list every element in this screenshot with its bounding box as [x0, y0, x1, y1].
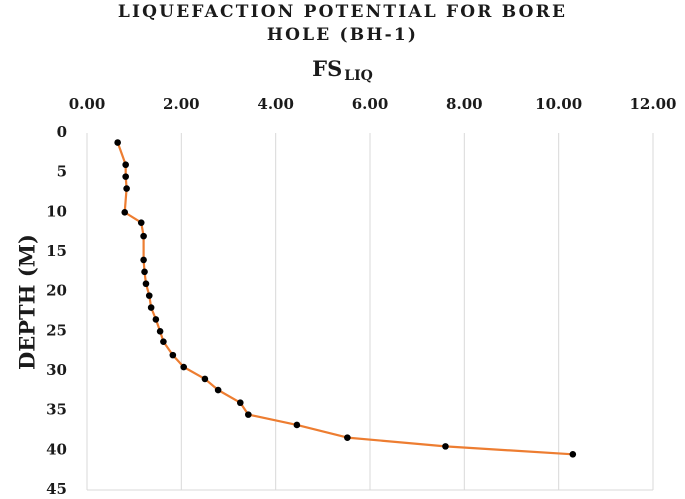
data-point — [344, 434, 351, 441]
data-point — [145, 292, 153, 299]
y-axis-label: DEPTH (M) — [15, 234, 40, 370]
data-point — [569, 451, 577, 458]
data-point — [236, 399, 244, 407]
series-line — [116, 142, 573, 456]
y-tick-label: 5 — [57, 163, 67, 181]
y-tick-label: 10 — [46, 202, 67, 220]
vertical-gridlines — [180, 133, 654, 490]
data-point — [156, 328, 164, 335]
x-axis-label: FS LIQ — [0, 56, 685, 84]
data-point — [123, 185, 130, 192]
data-point — [245, 411, 252, 418]
x-axis-label-subscript: LIQ — [344, 68, 373, 84]
data-point — [147, 304, 155, 311]
x-tick-label: 0.00 — [69, 95, 106, 113]
x-tick-label: 10.00 — [535, 95, 582, 113]
data-series — [114, 139, 577, 458]
data-point — [121, 209, 129, 216]
x-tick-label: 4.00 — [257, 95, 294, 113]
y-tick-label: 20 — [46, 282, 67, 300]
data-point — [137, 219, 145, 226]
data-point — [140, 256, 147, 264]
data-point — [160, 338, 167, 345]
y-tick-label: 25 — [46, 321, 67, 339]
data-point — [214, 386, 222, 394]
data-point — [114, 139, 121, 146]
data-point — [141, 268, 148, 276]
x-tick-label: 12.00 — [630, 95, 677, 113]
data-point — [122, 173, 129, 180]
data-point — [442, 443, 449, 450]
x-tick-label: 2.00 — [163, 95, 200, 113]
chart-title-line-1: LIQUEFACTION POTENTIAL FOR BORE — [117, 2, 568, 22]
x-tick-labels: 0.00 2.00 4.00 6.00 8.00 10.00 12.00 — [69, 95, 677, 113]
y-tick-label: 15 — [46, 242, 67, 260]
y-tick-label: 45 — [46, 480, 67, 498]
data-point — [180, 363, 187, 371]
y-tick-label: 30 — [46, 361, 67, 379]
y-tick-label: 40 — [46, 440, 67, 458]
y-tick-labels: 0 5 10 15 20 25 30 35 40 45 — [46, 123, 67, 498]
x-tick-label: 8.00 — [446, 95, 483, 113]
data-point — [293, 421, 301, 429]
data-point — [122, 161, 129, 169]
x-axis-label-main: FS — [312, 56, 343, 81]
data-point — [142, 280, 150, 288]
axes — [86, 133, 653, 491]
data-point — [140, 232, 147, 240]
data-point — [169, 351, 177, 359]
data-point — [201, 375, 209, 383]
data-point — [152, 316, 160, 323]
x-tick-label: 6.00 — [352, 95, 389, 113]
y-tick-label: 0 — [57, 123, 67, 141]
chart-title-line-2: HOLE (BH-1) — [266, 25, 419, 45]
y-tick-label: 35 — [46, 401, 67, 419]
